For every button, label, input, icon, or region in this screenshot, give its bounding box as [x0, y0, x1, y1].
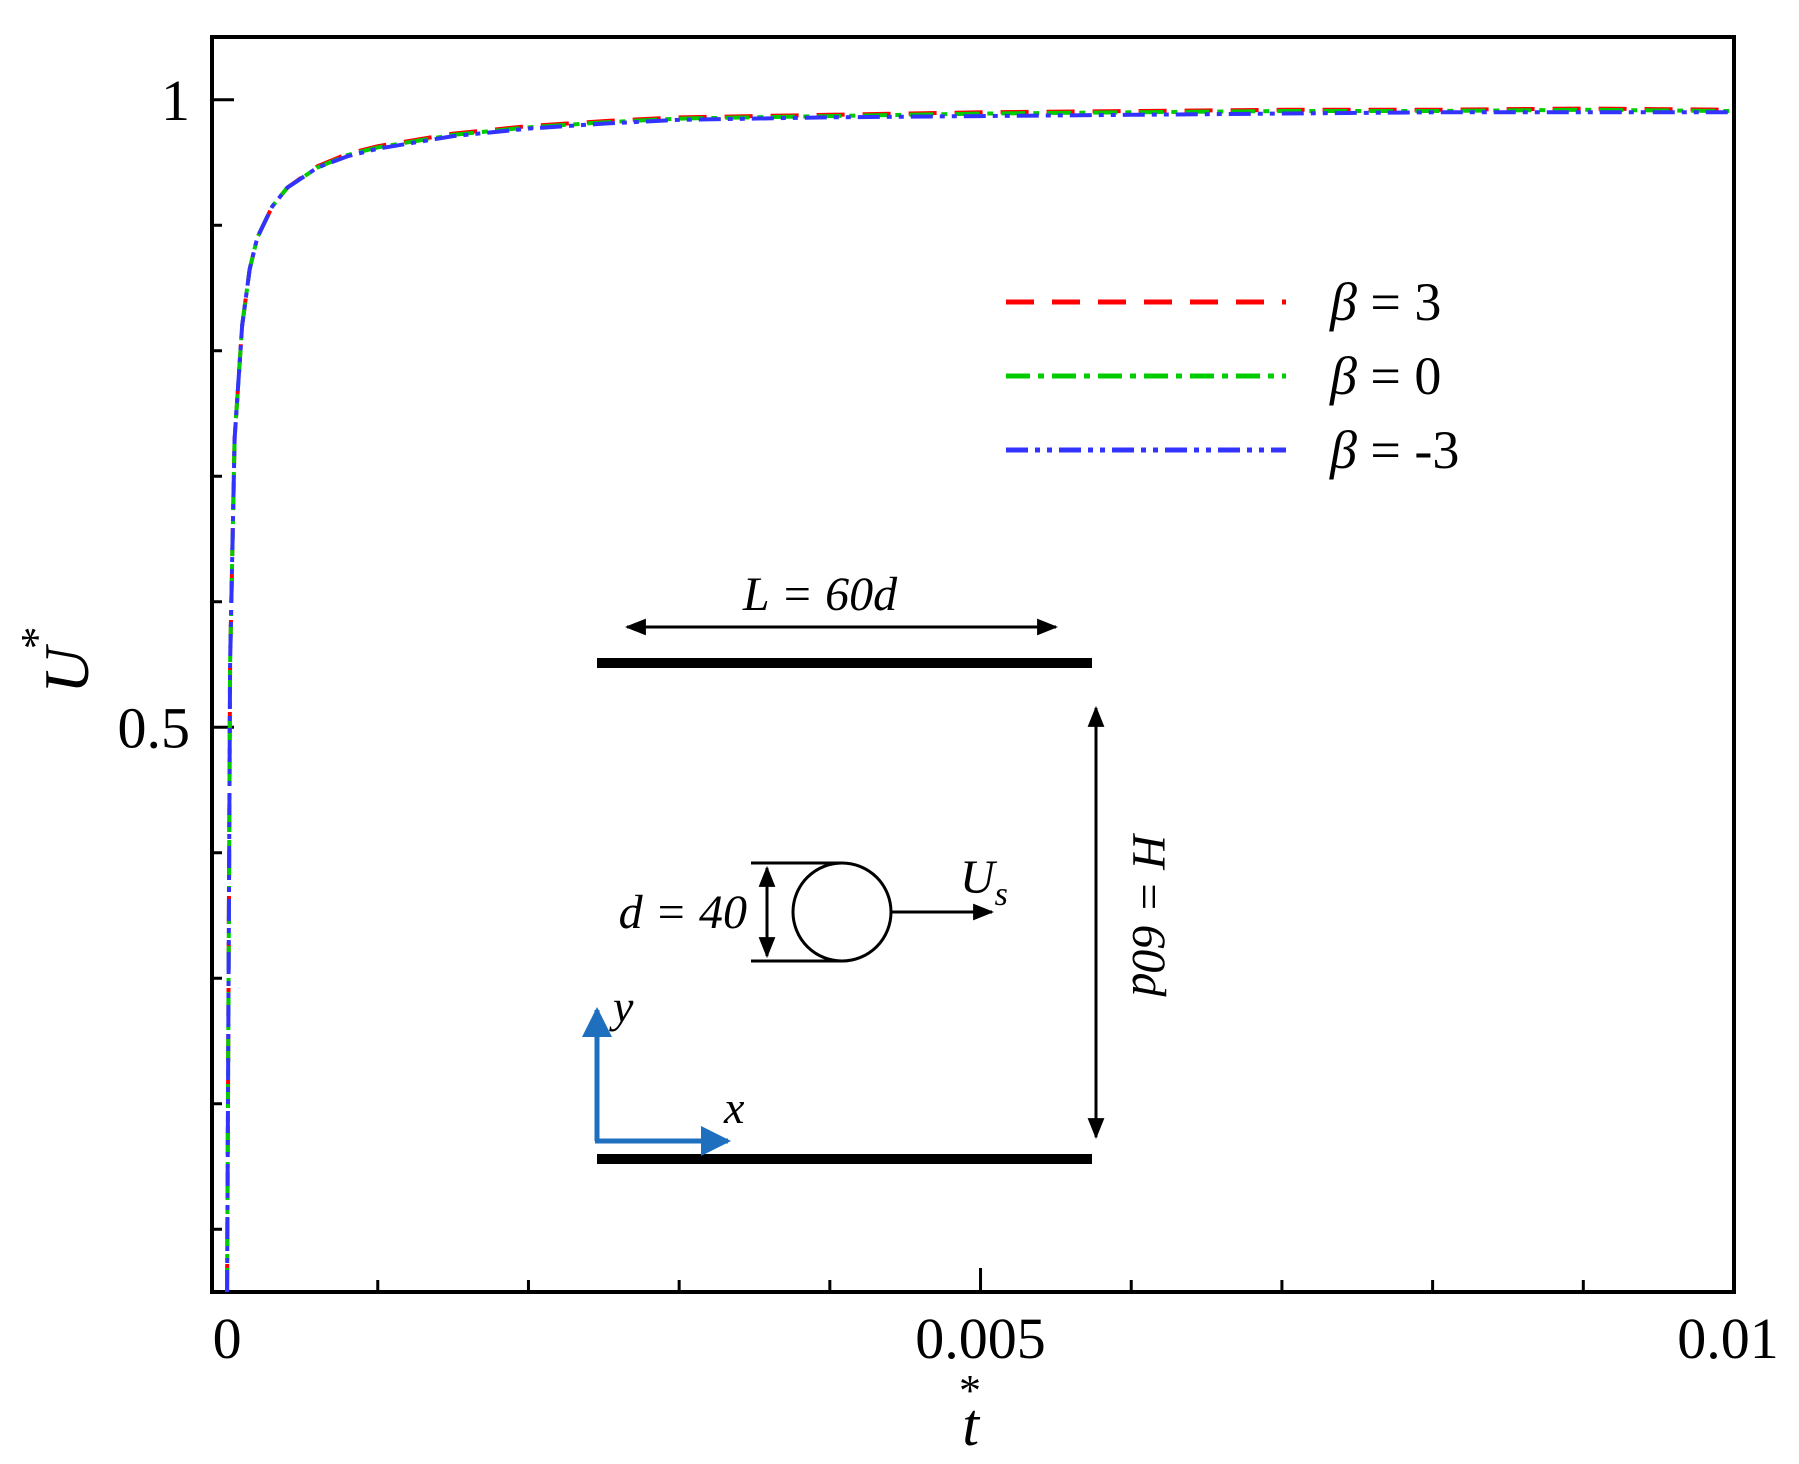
legend: β = 3 β = 0 β = -3 — [1006, 272, 1459, 480]
x-tick-label: 0.005 — [915, 1306, 1046, 1371]
y-axis-ticks: 0.51 — [118, 68, 234, 1231]
x-axis-title-main: t — [962, 1392, 980, 1458]
inset-schematic: L = 60d H = 60d d = 40 Us y x — [582, 568, 1175, 1164]
height-label: H = 60d — [1122, 832, 1175, 997]
length-label: L = 60d — [742, 568, 898, 621]
inset-x-label: x — [723, 1082, 745, 1133]
series-lines — [225, 106, 1735, 1293]
y-tick-label: 0.5 — [118, 695, 191, 760]
y-axis-title: U* — [11, 626, 102, 693]
series-line-2 — [225, 110, 1734, 1293]
y-axis-title-sup: * — [11, 626, 62, 649]
y-axis-title-main: U — [31, 644, 102, 694]
y-tick-label: 1 — [161, 68, 190, 133]
x-axis-title-sup: * — [959, 1366, 981, 1415]
x-tick-label: 0.01 — [1677, 1306, 1779, 1371]
legend-label-2: β = -3 — [1329, 420, 1459, 480]
series-line-1 — [225, 107, 1735, 1293]
legend-label-0: β = 3 — [1329, 272, 1441, 332]
x-tick-label: 0 — [213, 1306, 242, 1371]
diameter-label: d = 40 — [619, 886, 747, 939]
x-axis-title: t* — [959, 1366, 981, 1458]
series-line-0 — [225, 106, 1735, 1293]
x-axis-ticks: 0 0.005 0.01 — [213, 1268, 1779, 1371]
inset-y-label: y — [609, 981, 634, 1032]
velocity-label-sub: s — [995, 876, 1008, 913]
velocity-label-main: U — [960, 851, 998, 904]
particle-circle — [791, 861, 893, 963]
legend-label-1: β = 0 — [1329, 346, 1441, 406]
velocity-label: Us — [960, 851, 1008, 913]
plot-frame — [210, 35, 1736, 1294]
